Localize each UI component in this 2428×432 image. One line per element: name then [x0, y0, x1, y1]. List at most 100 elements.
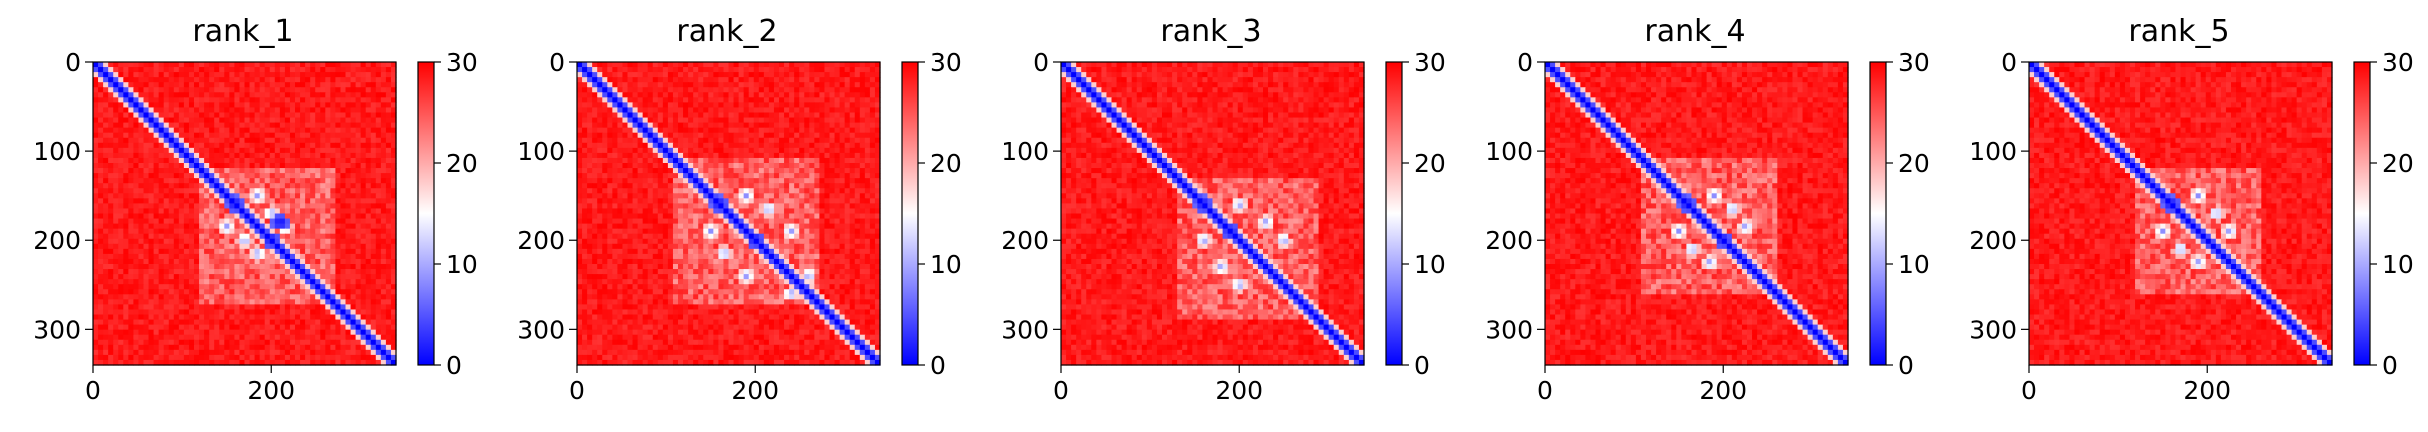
heatmap-panel: rank_1 0 100 200 300 0 200 0 10 20 30	[0, 0, 480, 432]
heatmap-cell	[113, 299, 119, 305]
heatmap-cell	[385, 72, 392, 78]
heatmap-cell	[244, 319, 251, 326]
heatmap-cell	[244, 127, 251, 134]
heatmap-cell	[723, 92, 730, 98]
heatmap-cell	[335, 299, 342, 305]
heatmap-cell	[103, 173, 109, 179]
heatmap-cell	[350, 218, 357, 225]
heatmap-cell	[118, 137, 124, 144]
heatmap-cell	[718, 117, 725, 124]
heatmap-cell	[300, 274, 306, 280]
heatmap-cell	[234, 62, 241, 68]
heatmap-cell	[249, 67, 256, 73]
heatmap-cell	[148, 97, 155, 103]
heatmap-cell	[295, 203, 301, 210]
heatmap-cell	[748, 163, 755, 169]
heatmap-cell	[118, 72, 124, 78]
heatmap-cell	[718, 112, 725, 119]
heatmap-cell	[108, 279, 114, 285]
heatmap-cell	[390, 112, 397, 119]
heatmap-cell	[763, 97, 770, 103]
heatmap-cell	[340, 309, 347, 316]
heatmap-cell	[370, 163, 377, 169]
heatmap-cell	[214, 67, 220, 73]
heatmap-cell	[768, 173, 775, 179]
heatmap-cell	[592, 97, 598, 103]
heatmap-cell	[310, 72, 316, 78]
heatmap-cell	[103, 243, 109, 250]
heatmap-cell	[153, 314, 160, 321]
heatmap-cell	[713, 87, 719, 93]
heatmap-cell	[194, 359, 200, 366]
heatmap-cell	[123, 253, 129, 260]
heatmap-cell	[133, 178, 140, 184]
heatmap-cell	[743, 77, 750, 83]
heatmap-cell	[209, 359, 215, 366]
heatmap-cell	[637, 77, 644, 83]
heatmap-cell	[773, 147, 780, 154]
heatmap-cell	[239, 72, 246, 78]
heatmap-cell	[350, 299, 357, 305]
heatmap-cell	[360, 107, 367, 114]
heatmap-cell	[592, 147, 598, 154]
heatmap-cell	[320, 238, 326, 245]
heatmap-cell	[390, 168, 397, 174]
heatmap-cell	[295, 279, 301, 285]
heatmap-cell	[607, 157, 613, 164]
heatmap-cell	[743, 87, 750, 93]
heatmap-cell	[844, 102, 851, 109]
heatmap-cell	[133, 218, 140, 225]
heatmap-cell	[284, 329, 291, 336]
heatmap-cell	[753, 92, 760, 98]
heatmap-cell	[773, 117, 780, 124]
heatmap-cell	[355, 334, 362, 341]
heatmap-cell	[138, 289, 145, 295]
heatmap-cell	[199, 188, 205, 194]
heatmap-cell	[229, 344, 235, 351]
heatmap-cell	[204, 284, 210, 290]
heatmap-cell	[254, 82, 261, 88]
heatmap-cell	[229, 294, 235, 300]
heatmap-cell	[708, 152, 714, 159]
heatmap-cell	[113, 329, 119, 336]
heatmap-cell	[315, 152, 321, 159]
heatmap-cell	[229, 258, 235, 265]
heatmap-cell	[113, 92, 119, 98]
heatmap-cell	[804, 173, 810, 179]
heatmap-cell	[173, 132, 180, 139]
heatmap-cell	[370, 183, 377, 189]
heatmap-cell	[108, 142, 114, 149]
heatmap-cell	[385, 238, 392, 245]
heatmap-cell	[355, 87, 362, 93]
heatmap-cell	[199, 289, 205, 295]
heatmap-cell	[607, 67, 613, 73]
heatmap-cell	[667, 112, 674, 119]
heatmap-cell	[118, 82, 124, 88]
heatmap-cell	[632, 62, 639, 68]
heatmap-cell	[365, 168, 372, 174]
heatmap-cell	[773, 87, 780, 93]
heatmap-cell	[809, 77, 815, 83]
heatmap-cell	[138, 218, 145, 225]
heatmap-cell	[340, 203, 347, 210]
heatmap-cell	[849, 87, 856, 93]
heatmap-cell	[98, 112, 104, 119]
heatmap-cell	[178, 344, 185, 351]
heatmap-cell	[148, 304, 155, 311]
heatmap-cell	[874, 112, 881, 119]
heatmap-cell	[632, 147, 639, 154]
heatmap-cell	[279, 72, 286, 78]
heatmap-cell	[864, 112, 871, 119]
heatmap-cell	[209, 228, 215, 235]
heatmap-cell	[128, 264, 134, 270]
heatmap-cell	[335, 72, 342, 78]
heatmap-cell	[340, 163, 347, 169]
heatmap-cell	[300, 72, 306, 78]
heatmap-cell	[204, 117, 210, 124]
heatmap-cell	[188, 334, 195, 341]
heatmap-cell	[269, 324, 276, 331]
heatmap-cell	[829, 127, 836, 134]
heatmap-cell	[249, 359, 256, 366]
heatmap-cell	[657, 173, 664, 179]
